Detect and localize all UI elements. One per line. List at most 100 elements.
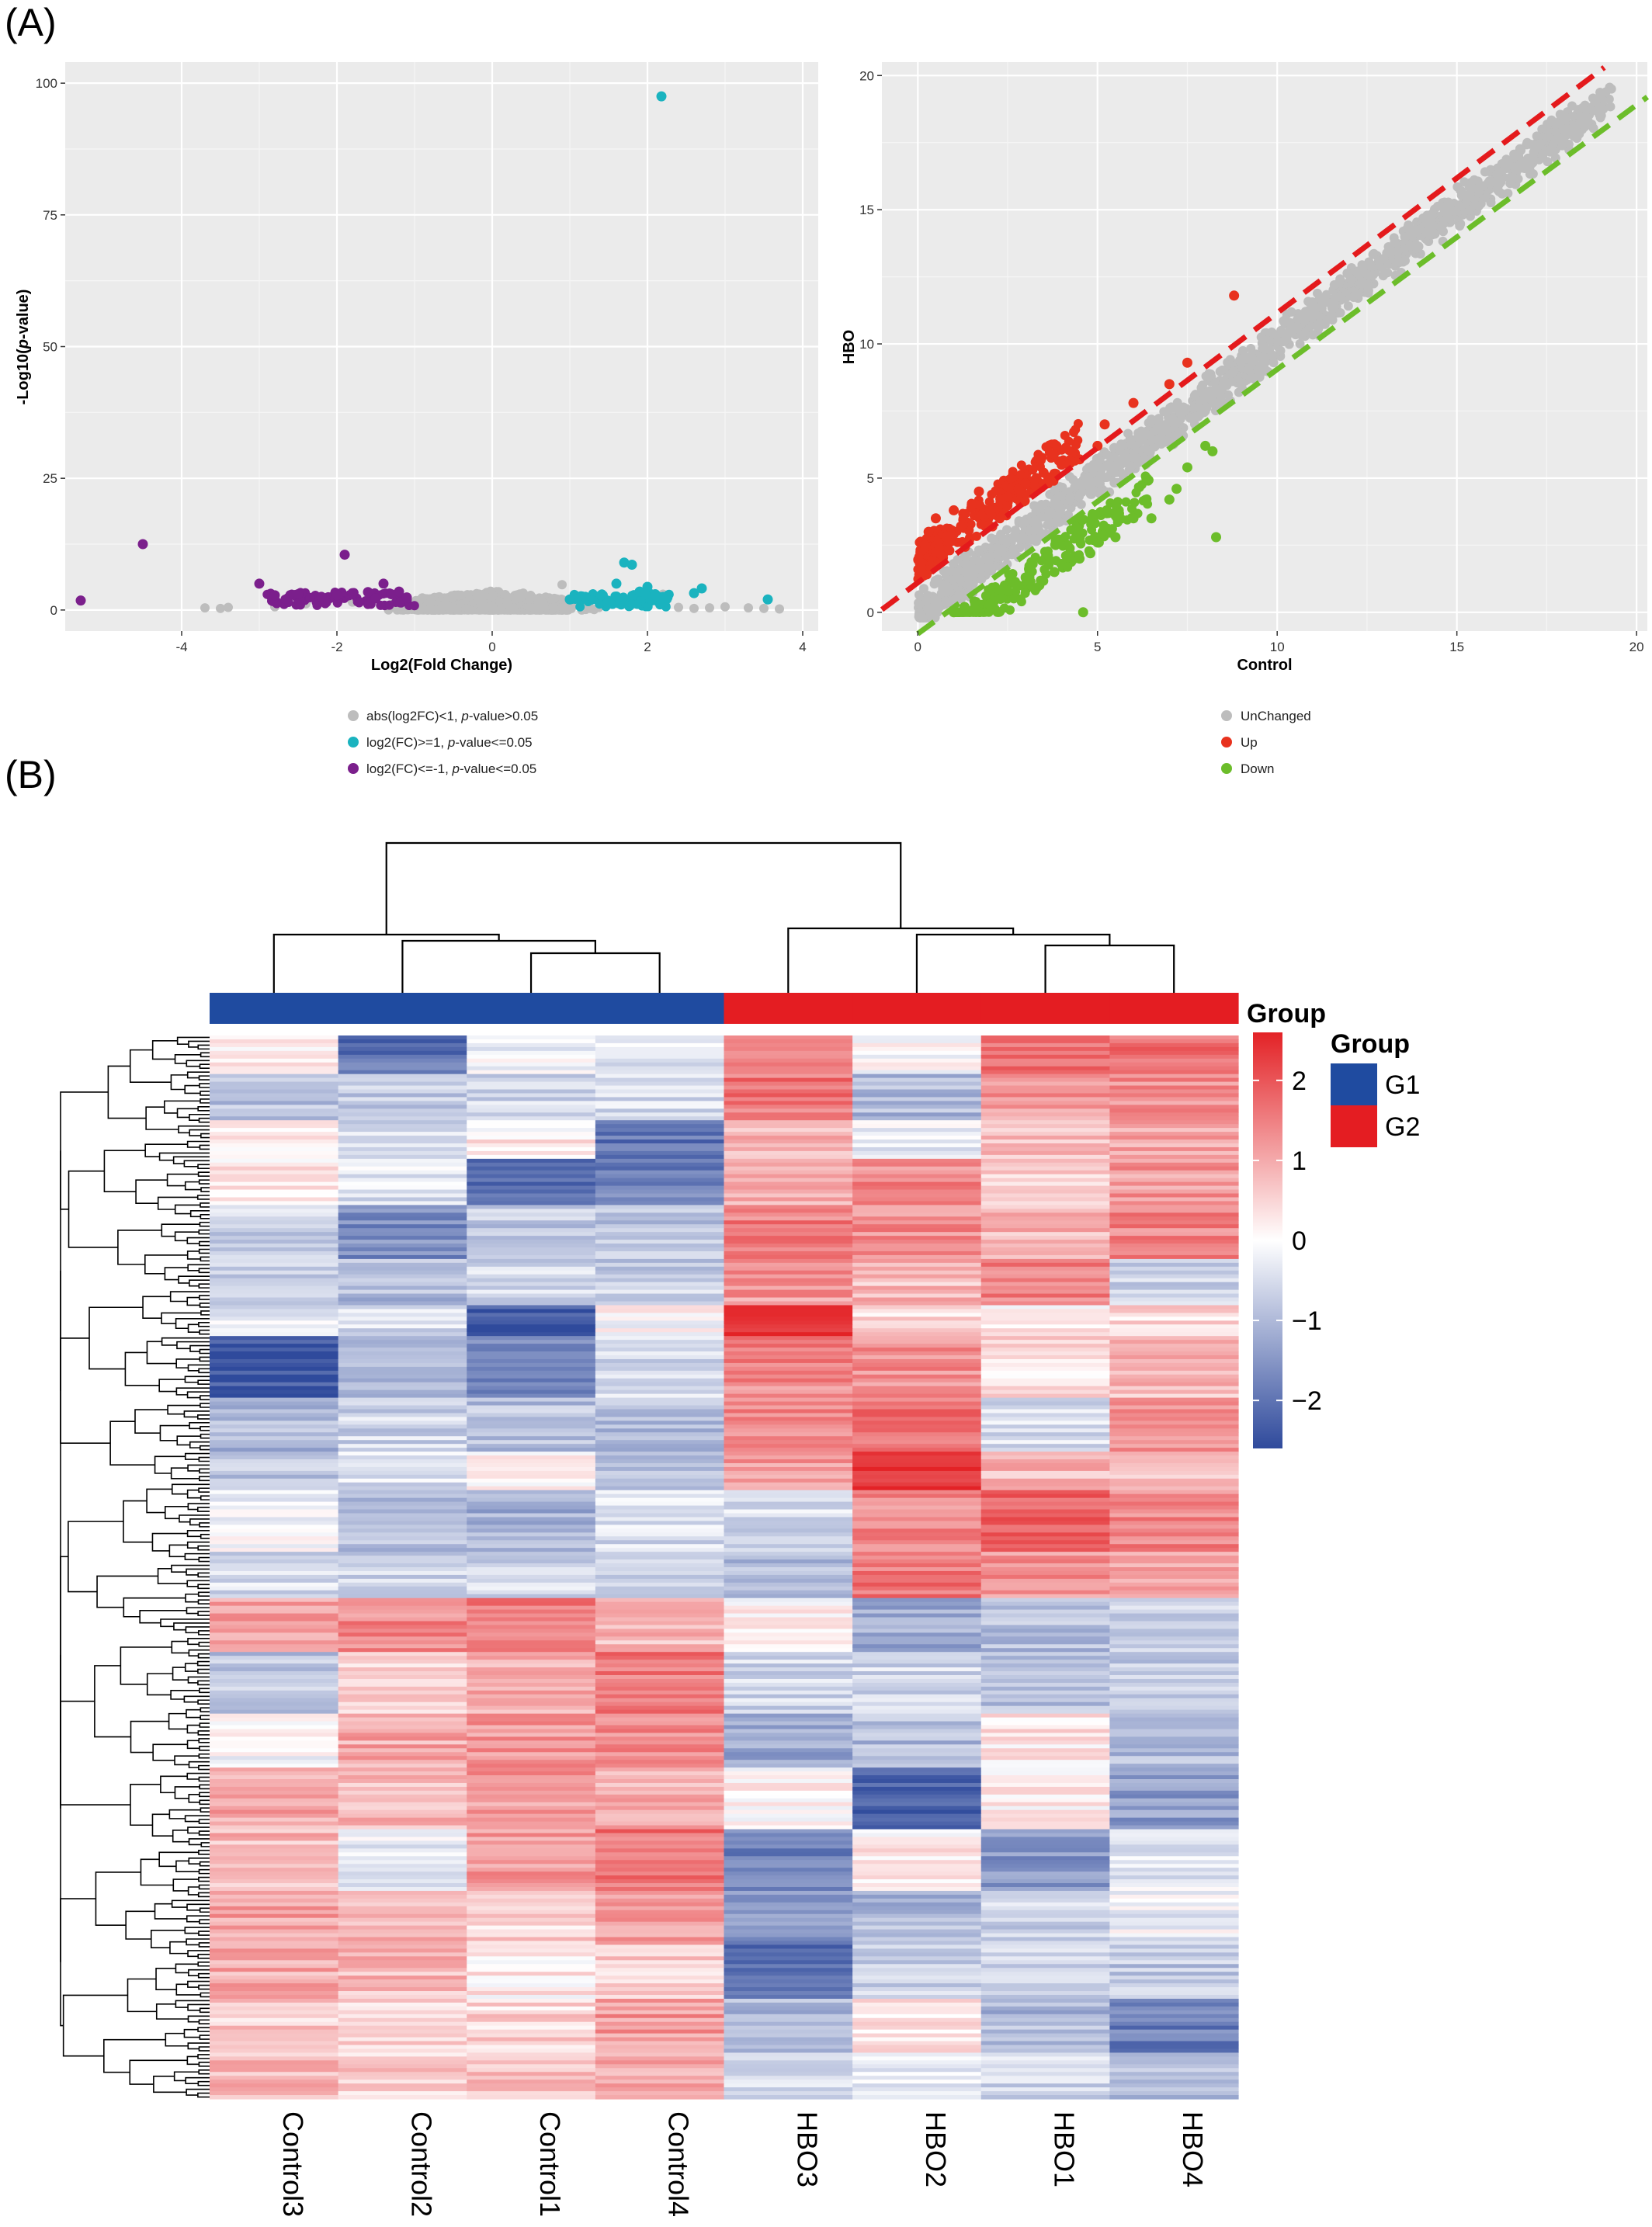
heatmap-cell <box>338 1262 467 1268</box>
heatmap-cell <box>724 1332 853 1337</box>
heatmap-cell <box>467 1455 596 1460</box>
heatmap-cell <box>852 1216 982 1221</box>
heatmap-cell <box>724 1752 853 1757</box>
heatmap-cell <box>724 1509 853 1514</box>
heatmap-cell <box>210 1348 339 1352</box>
volcano-legend: abs(log2FC)<1, p-value>0.05log2(FC)>=1, … <box>348 709 538 776</box>
heatmap-cell <box>595 1066 725 1071</box>
heatmap-cell <box>595 1629 725 1633</box>
heatmap-cell <box>467 1042 596 1048</box>
heatmap-cell <box>210 1674 339 1680</box>
heatmap-cell <box>595 1062 725 1067</box>
heatmap-cell <box>1109 1178 1239 1183</box>
heatmap-cell <box>724 1062 853 1067</box>
heatmap-cell <box>467 1193 596 1198</box>
heatmap-cell <box>467 1386 596 1391</box>
heatmap-cell <box>467 1490 596 1495</box>
heatmap-cell <box>595 1262 725 1268</box>
heatmap-cell <box>467 1802 596 1807</box>
heatmap-cell <box>852 1220 982 1225</box>
heatmap-cell <box>724 1667 853 1672</box>
heatmap-cell <box>852 1274 982 1279</box>
heatmap-cell <box>210 1035 339 1040</box>
heatmap-cell <box>595 1740 725 1745</box>
heatmap-cell <box>1109 1462 1239 1468</box>
scatter-point-unchanged <box>1027 535 1037 545</box>
heatmap-cell <box>980 1509 1110 1514</box>
heatmap-cell <box>338 1663 467 1668</box>
heatmap-cell <box>595 1247 725 1252</box>
heatmap-cell <box>210 1178 339 1183</box>
heatmap-cell <box>467 1752 596 1757</box>
heatmap-cell <box>467 1570 596 1576</box>
heatmap-cell <box>595 1081 725 1087</box>
heatmap-cell <box>595 1536 725 1541</box>
heatmap-cell <box>1109 1786 1239 1792</box>
heatmap-cell <box>210 1351 339 1356</box>
heatmap-cell <box>724 1621 853 1626</box>
heatmap-cell <box>724 1501 853 1507</box>
heatmap-cell <box>980 1578 1110 1584</box>
group-annotation-cell <box>852 993 982 1024</box>
heatmap-cell <box>980 1305 1110 1310</box>
heatmap-cell <box>724 1625 853 1630</box>
heatmap-cell <box>210 1497 339 1503</box>
heatmap-cell <box>980 1525 1110 1529</box>
heatmap-cell <box>210 1632 339 1637</box>
heatmap-cell <box>467 1146 596 1152</box>
heatmap-cell <box>210 1120 339 1125</box>
heatmap-cell <box>980 1678 1110 1684</box>
heatmap-cell <box>852 1424 982 1429</box>
heatmap-cell <box>1109 1146 1239 1152</box>
heatmap-cell <box>1109 1197 1239 1202</box>
heatmap-cell <box>724 1671 853 1676</box>
heatmap-cell <box>210 1112 339 1117</box>
heatmap-cell <box>724 1050 853 1056</box>
heatmap-cell <box>852 1682 982 1688</box>
heatmap-cell <box>852 1586 982 1591</box>
heatmap-cell <box>980 1455 1110 1460</box>
heatmap-cell <box>467 1667 596 1672</box>
volcano-point-up <box>658 592 668 603</box>
heatmap-cell <box>724 1779 853 1784</box>
heatmap-cell <box>724 1563 853 1568</box>
heatmap-cell <box>1109 1285 1239 1291</box>
heatmap-cell <box>338 1767 467 1772</box>
heatmap-cell <box>210 1143 339 1148</box>
heatmap-cell <box>467 1374 596 1379</box>
heatmap-cell <box>595 1821 725 1826</box>
scatter-point-down <box>1020 572 1031 583</box>
y-tick-label: 0 <box>50 603 57 618</box>
heatmap-cell <box>595 1563 725 1568</box>
heatmap-cell <box>338 1701 467 1707</box>
heatmap-cell <box>338 1154 467 1160</box>
dendrogram-branch <box>529 952 661 993</box>
heatmap-cell <box>210 1324 339 1329</box>
heatmap-cell <box>467 1136 596 1140</box>
heatmap-cell <box>1109 1101 1239 1105</box>
heatmap-cell <box>467 1220 596 1225</box>
heatmap-cell <box>1109 1440 1239 1445</box>
scatter-point-up <box>1051 440 1061 450</box>
heatmap-cell <box>724 1829 853 1834</box>
heatmap-cell <box>1109 1316 1239 1321</box>
scatter-point-down <box>1092 537 1103 548</box>
heatmap-cell <box>852 1493 982 1499</box>
heatmap-cell <box>595 1698 725 1703</box>
heatmap-cell <box>210 1409 339 1414</box>
heatmap-cell <box>724 1497 853 1503</box>
heatmap-cell <box>852 1771 982 1776</box>
scatter-point-down <box>1088 508 1098 519</box>
heatmap-cell <box>724 1066 853 1071</box>
heatmap-cell <box>595 1132 725 1136</box>
heatmap-cell <box>467 1097 596 1101</box>
heatmap-cell <box>852 1112 982 1117</box>
heatmap-cell <box>724 1532 853 1537</box>
heatmap-cell <box>338 1674 467 1680</box>
heatmap-cell <box>724 1413 853 1418</box>
heatmap-cell <box>1109 1336 1239 1341</box>
heatmap-cell <box>595 1452 725 1456</box>
heatmap-cell <box>980 1548 1110 1552</box>
heatmap-cell <box>595 1220 725 1225</box>
heatmap-cell <box>724 1771 853 1776</box>
